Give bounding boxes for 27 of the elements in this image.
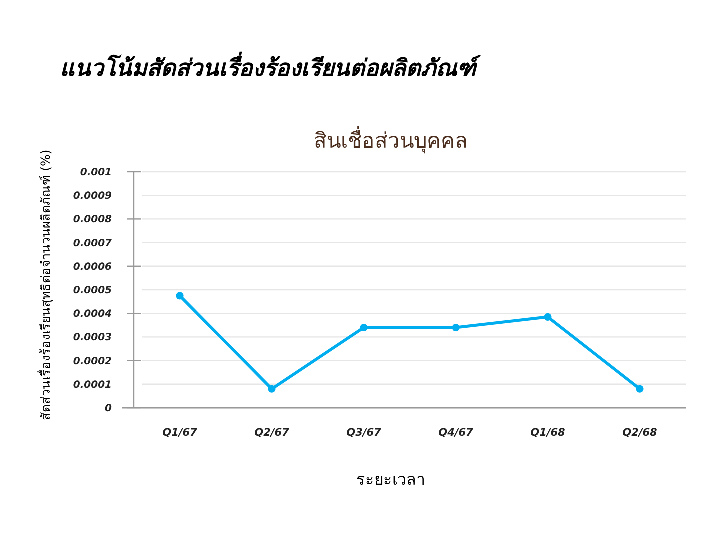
- point: [268, 385, 276, 393]
- point: [544, 313, 552, 321]
- point: [360, 324, 368, 332]
- y-tick-label: 0.0005: [73, 286, 112, 296]
- chart-title: แนวโน้มสัดส่วนเรื่องร้องเรียนต่อผลิตภัณฑ์: [60, 51, 481, 82]
- x-tick-label: Q1/67: [162, 427, 198, 439]
- y-tick-label: 0.0003: [73, 332, 112, 344]
- y-tick-label: 0.0004: [73, 309, 112, 320]
- chart-subtitle: สินเชื่อส่วนบุคคล: [314, 126, 468, 154]
- x-tick-label: Q2/67: [254, 427, 290, 439]
- x-axis-title: ระยะเวลา: [356, 470, 426, 489]
- point: [636, 385, 644, 393]
- x-tick-label: Q2/68: [622, 427, 658, 439]
- point: [176, 292, 184, 300]
- y-axis-title: สัดส่วนเรื่องร้องเรียนสุทธิต่อจำนวนผลิตภัณฑ์ (%): [37, 150, 54, 420]
- y-tick-label: 0.001: [80, 168, 112, 178]
- y-tick-label: 0.0006: [73, 262, 112, 273]
- x-tick-label: Q4/67: [438, 427, 474, 439]
- point: [452, 324, 460, 332]
- y-tick-label: 0.0008: [73, 214, 112, 226]
- y-tick-label: 0: [105, 404, 112, 414]
- y-tick-label: 0.0002: [73, 356, 112, 368]
- y-tick-label: 0.0009: [73, 191, 112, 202]
- x-tick-label: Q1/68: [530, 427, 566, 439]
- x-tick-label: Q3/67: [346, 427, 382, 439]
- y-tick-label: 0.0007: [73, 238, 112, 250]
- y-tick-label: 0.0001: [73, 380, 112, 391]
